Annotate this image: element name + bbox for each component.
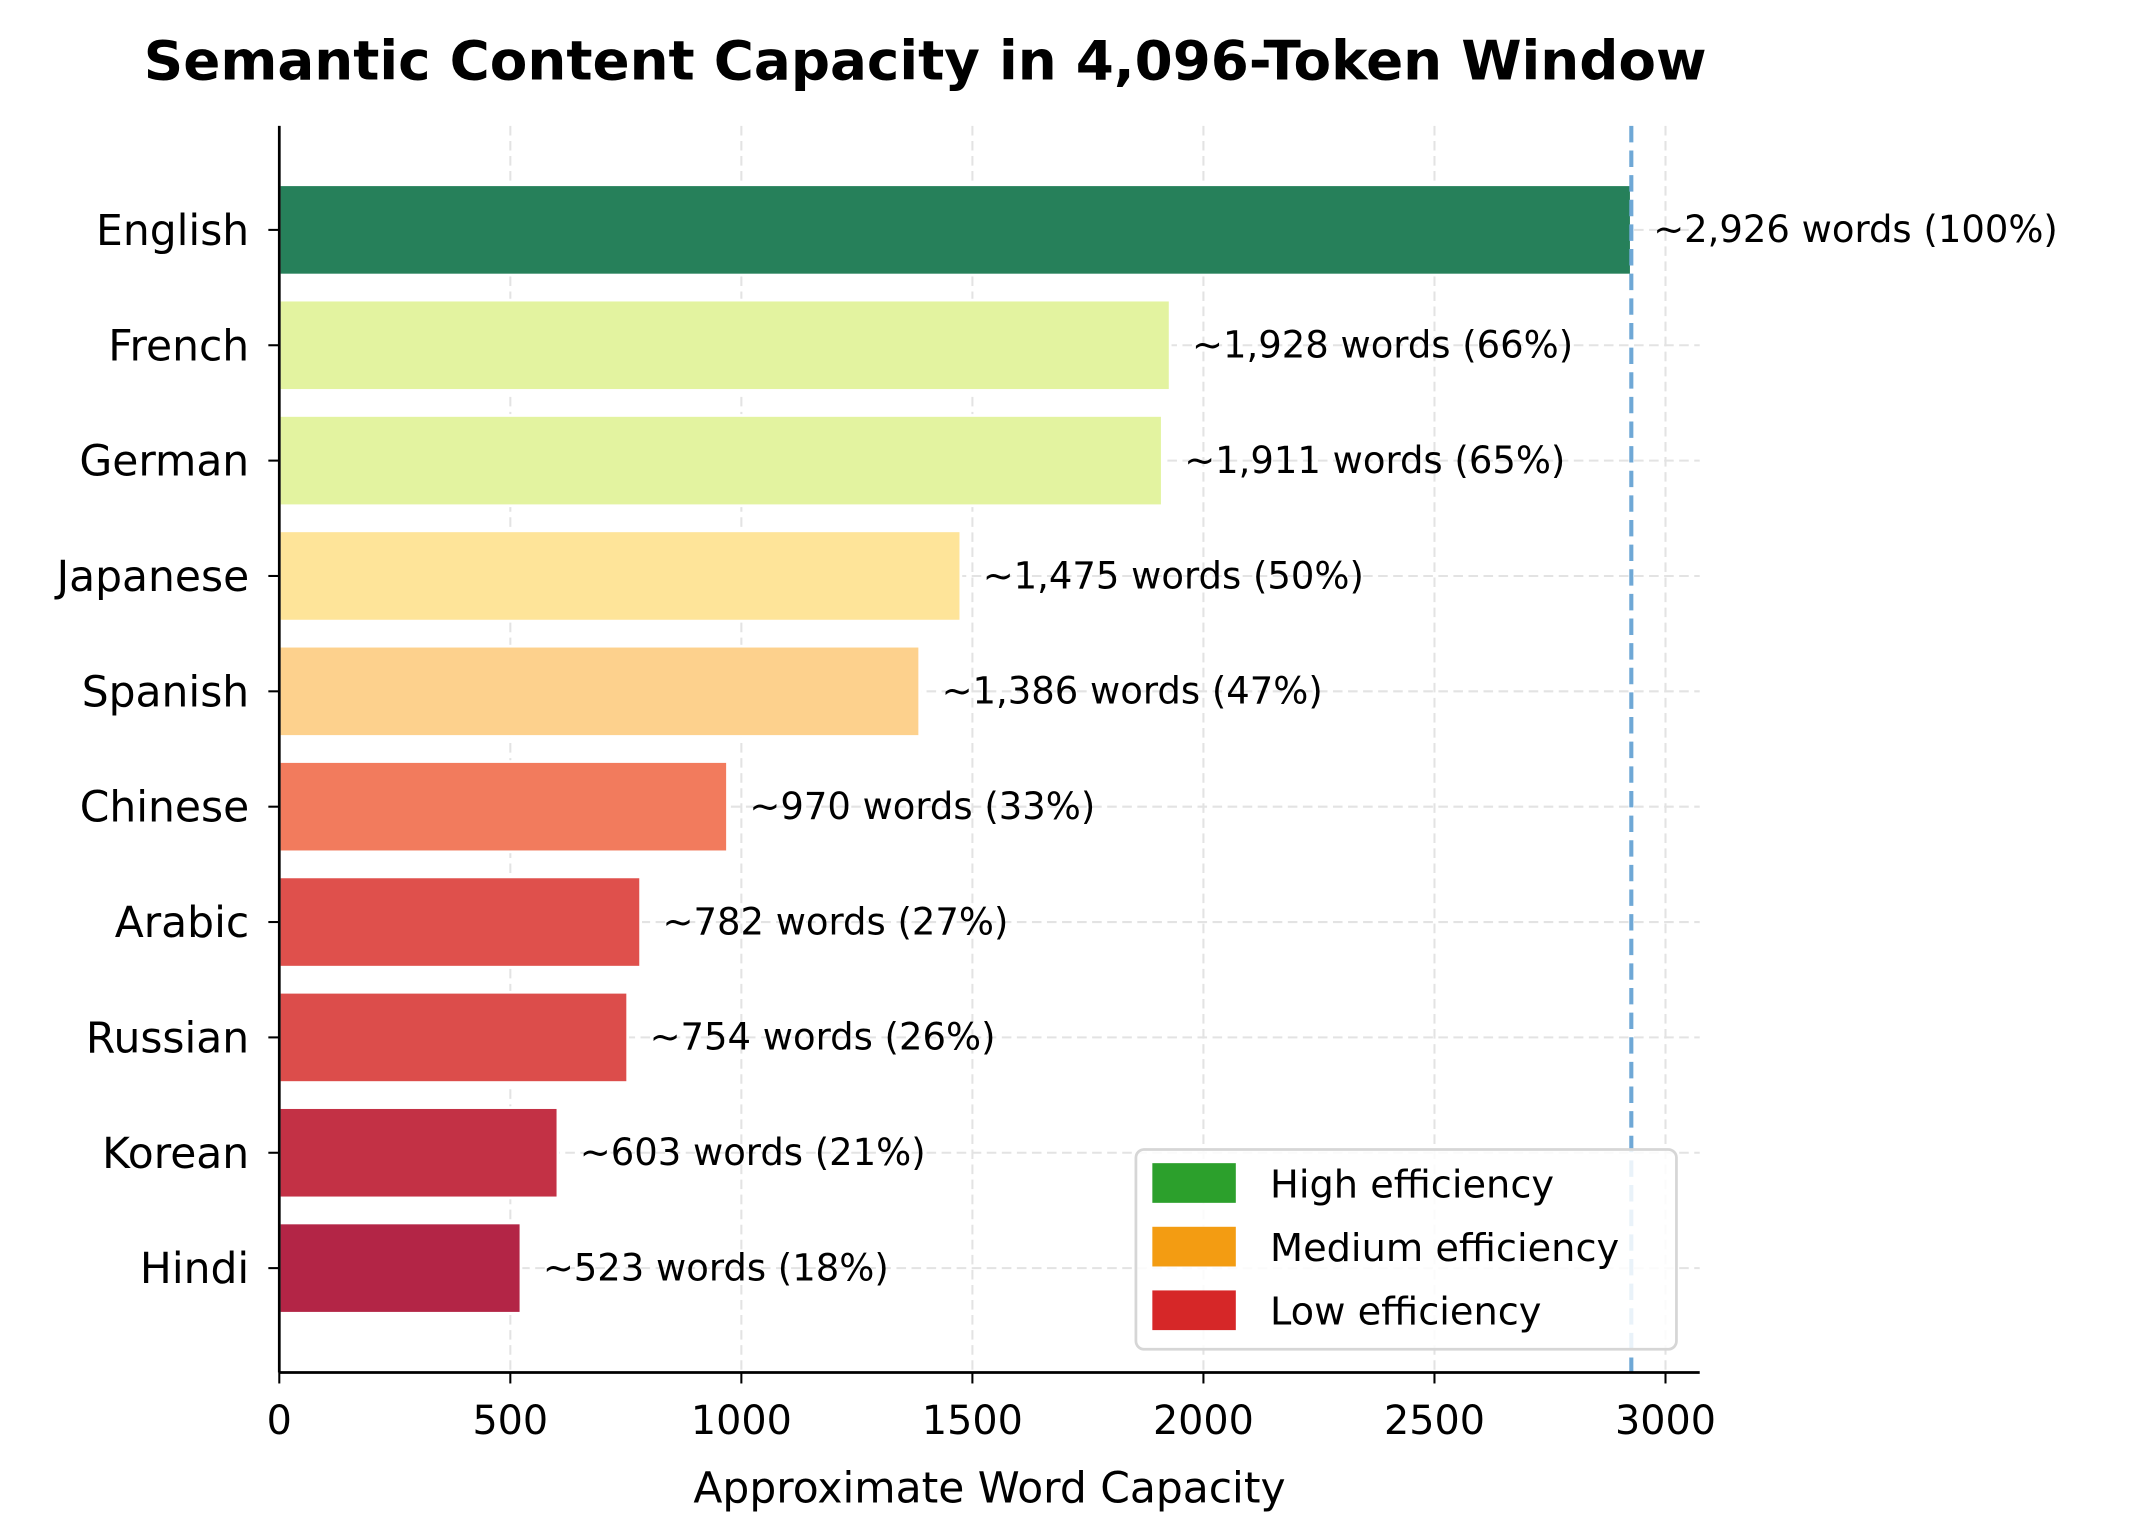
bar-hindi [277, 1221, 523, 1315]
legend-swatch [1152, 1163, 1236, 1203]
legend-label: Low efficiency [1270, 1290, 1541, 1335]
y-tick-label: Korean [102, 1130, 249, 1179]
bar-arabic [277, 875, 642, 969]
x-tick-label: 500 [472, 1398, 548, 1444]
bars [277, 183, 1633, 1315]
legend-swatch [1152, 1226, 1236, 1267]
data-label: ~970 words (33%) [749, 785, 1095, 828]
y-tick-label: German [79, 438, 249, 487]
legend-label: High efficiency [1270, 1162, 1554, 1207]
data-label: ~2,926 words (100%) [1653, 208, 2058, 251]
bar-french [277, 298, 1172, 392]
x-tick-label: 1000 [691, 1398, 792, 1444]
y-tick-label: Chinese [80, 784, 249, 833]
data-label: ~1,911 words (65%) [1184, 439, 1565, 482]
bar-korean [277, 1106, 560, 1200]
legend: High efficiency Medium efficiency Low effi… [1134, 1148, 1678, 1351]
legend-swatch [1152, 1290, 1236, 1331]
y-tick-label: French [108, 322, 249, 371]
bar-german [277, 414, 1164, 508]
x-axis-label: Approximate Word Capacity [693, 1465, 1285, 1514]
data-labels: ~2,926 words (100%) ~1,928 words (66%) ~1,… [543, 208, 2058, 1289]
y-tick-label: English [96, 207, 249, 256]
bar-japanese [277, 529, 963, 623]
bar-spanish [277, 644, 922, 738]
y-tick-label: Hindi [140, 1245, 249, 1294]
data-label: ~1,386 words (47%) [942, 670, 1323, 713]
axes: 0 500 1000 1500 2000 2500 3000 English French Ger… [54, 125, 1716, 1444]
y-tick-label: Spanish [82, 668, 249, 717]
data-label: ~782 words (27%) [663, 900, 1009, 943]
legend-box [1134, 1148, 1678, 1351]
legend-label: Medium efficiency [1270, 1226, 1619, 1271]
bar-russian [277, 990, 630, 1084]
y-tick-label: Russian [86, 1014, 249, 1063]
data-label: ~523 words (18%) [543, 1246, 889, 1289]
x-tick-label: 2500 [1384, 1398, 1485, 1444]
data-label: ~754 words (26%) [650, 1016, 996, 1059]
bar-chinese [277, 760, 729, 854]
data-label: ~1,475 words (50%) [983, 554, 1364, 597]
data-label: ~1,928 words (66%) [1192, 324, 1573, 367]
y-tick-label: Arabic [115, 899, 249, 948]
x-tick-label: 2000 [1153, 1398, 1254, 1444]
x-tick-label: 0 [267, 1398, 292, 1444]
data-label: ~603 words (21%) [580, 1131, 926, 1174]
chart-title: Semantic Content Capacity in 4,096-Token… [144, 28, 1707, 92]
y-tick-label: Japanese [54, 553, 250, 602]
x-tick-label: 1500 [922, 1398, 1023, 1444]
x-tick-label: 3000 [1615, 1398, 1716, 1444]
bar-english [277, 183, 1633, 277]
